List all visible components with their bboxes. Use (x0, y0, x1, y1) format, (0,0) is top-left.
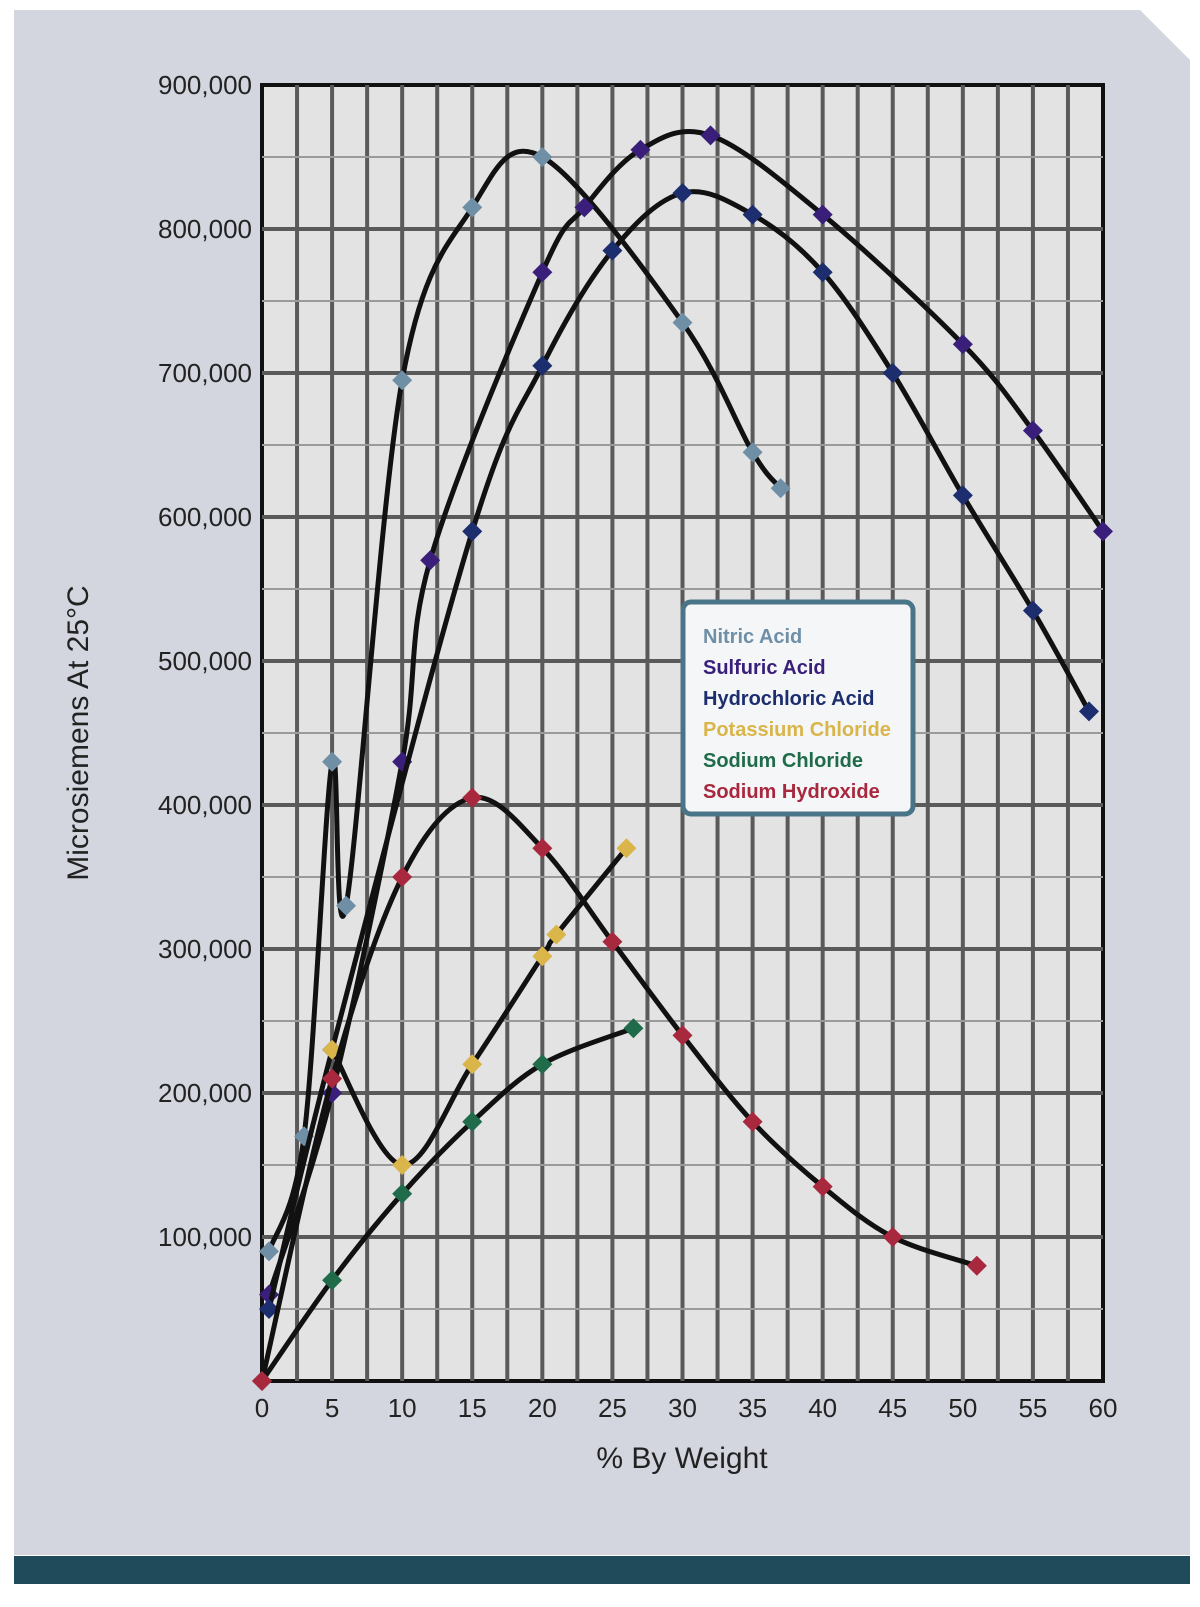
data-point-marker (952, 485, 973, 506)
legend-entry: Hydrochloric Acid (703, 688, 875, 710)
x-tick-labels: 0 5 10 15 20 25 30 35 40 45 50 55 60 (255, 1393, 1118, 1423)
data-point-marker (672, 183, 693, 203)
data-point-marker (322, 1068, 343, 1089)
data-point-marker (392, 1183, 413, 1204)
y-tick-label: 300,000 (158, 934, 252, 964)
data-point-marker (623, 1018, 644, 1039)
data-point-marker (462, 1054, 483, 1075)
x-tick-label: 10 (388, 1393, 417, 1423)
data-point-marker (812, 262, 833, 283)
data-point-marker (1022, 420, 1043, 441)
data-point-marker (742, 442, 763, 463)
x-tick-label: 0 (255, 1393, 269, 1423)
x-tick-label: 20 (528, 1393, 557, 1423)
data-point-marker (462, 197, 483, 218)
chart-svg: 100,000 200,000 300,000 400,000 500,000 600,0… (62, 70, 1118, 1475)
x-tick-label: 35 (738, 1393, 767, 1423)
legend-entry: Potassium Chloride (703, 719, 891, 741)
series-potassium-chloride (322, 838, 637, 1175)
y-tick-label: 400,000 (158, 790, 252, 820)
data-point-marker (252, 1371, 272, 1391)
legend-box (680, 599, 916, 817)
data-point-marker (672, 312, 693, 333)
data-point-marker (1093, 521, 1113, 542)
legend-entry: Sodium Chloride (703, 750, 863, 772)
data-point-marker (882, 363, 903, 383)
data-point-marker (462, 1111, 483, 1132)
data-point-marker (546, 924, 567, 945)
series-sodium-hydroxide (252, 787, 987, 1391)
data-point-marker (532, 262, 553, 283)
legend-entry: Sodium Hydroxide (703, 781, 880, 803)
page-fold-corner (1140, 10, 1190, 60)
x-tick-label: 60 (1089, 1393, 1118, 1423)
data-point-marker (322, 751, 343, 772)
y-axis-title: Microsiemens At 25°C (62, 585, 95, 880)
legend-entry: Nitric Acid (703, 626, 802, 648)
data-point-marker (952, 334, 973, 355)
data-point-marker (602, 931, 623, 952)
data-point-marker (336, 895, 357, 916)
data-point-marker (1078, 701, 1099, 722)
x-tick-label: 30 (668, 1393, 697, 1423)
y-tick-label: 800,000 (158, 214, 252, 244)
data-point-marker (462, 787, 483, 808)
data-point-marker (742, 1111, 763, 1132)
footer-bar (14, 1556, 1190, 1584)
data-point-marker (602, 240, 623, 261)
data-point-marker (882, 1227, 903, 1247)
data-point-marker (392, 370, 413, 391)
data-point-marker (630, 139, 651, 160)
x-tick-label: 25 (598, 1393, 627, 1423)
legend-entry: Sulfuric Acid (703, 657, 826, 679)
y-tick-label: 900,000 (158, 70, 252, 100)
data-point-marker (672, 1025, 693, 1046)
data-point-marker (700, 125, 721, 146)
legend-items: Nitric Acid Sulfuric Acid Hydrochloric Aci… (703, 626, 891, 803)
y-tick-label: 200,000 (158, 1078, 252, 1108)
x-tick-label: 55 (1018, 1393, 1047, 1423)
y-tick-label: 500,000 (158, 646, 252, 676)
data-point-marker (420, 550, 441, 571)
data-point-marker (574, 197, 595, 218)
y-tick-label: 600,000 (158, 502, 252, 532)
data-point-marker (532, 946, 553, 967)
data-point-marker (259, 1241, 280, 1262)
data-point-marker (532, 838, 553, 859)
data-point-marker (742, 204, 763, 225)
data-point-marker (392, 867, 413, 887)
y-tick-label: 700,000 (158, 358, 252, 388)
data-point-marker (532, 355, 553, 376)
data-point-marker (392, 1155, 413, 1175)
series-sulfuric-acid (259, 125, 1113, 1305)
x-tick-label: 15 (458, 1393, 487, 1423)
data-point-marker (322, 1270, 343, 1291)
x-tick-label: 40 (808, 1393, 837, 1423)
data-point-marker (532, 1054, 553, 1075)
data-point-marker (770, 478, 791, 499)
data-point-marker (616, 838, 637, 859)
legend: Nitric Acid Sulfuric Acid Hydrochloric Aci… (680, 599, 916, 817)
series-layer (252, 125, 1113, 1391)
data-point-marker (532, 147, 553, 167)
data-point-marker (812, 1176, 833, 1197)
x-tick-label: 5 (325, 1393, 339, 1423)
x-tick-label: 45 (878, 1393, 907, 1423)
data-point-marker (259, 1299, 280, 1319)
y-tick-label: 100,000 (158, 1222, 252, 1252)
data-point-marker (966, 1255, 987, 1276)
x-tick-label: 50 (948, 1393, 977, 1423)
data-point-marker (1022, 600, 1043, 621)
x-axis-title: % By Weight (596, 1442, 768, 1475)
series-nitric-acid (259, 147, 791, 1262)
y-tick-labels: 100,000 200,000 300,000 400,000 500,000 600,0… (158, 70, 252, 1252)
data-point-marker (812, 204, 833, 225)
data-point-marker (462, 521, 483, 542)
